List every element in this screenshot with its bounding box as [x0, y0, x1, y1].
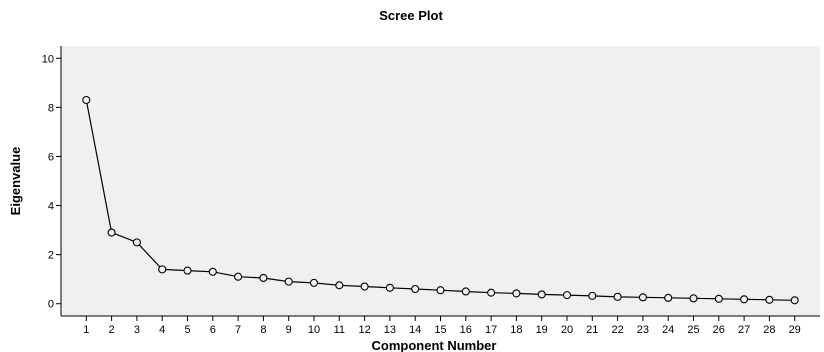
x-tick-label: 27	[738, 324, 750, 336]
y-tick-label: 10	[42, 53, 54, 65]
y-tick-label: 4	[48, 201, 54, 213]
x-tick-label: 14	[409, 324, 421, 336]
x-tick-label: 28	[763, 324, 775, 336]
data-point	[512, 289, 521, 298]
data-point	[436, 286, 445, 295]
y-axis: 0 2 4 6 8 10	[42, 46, 62, 316]
data-point	[360, 282, 369, 291]
data-point	[158, 265, 167, 274]
x-tick-label: 21	[586, 324, 598, 336]
data-point	[335, 281, 344, 290]
x-tick-label: 12	[358, 324, 370, 336]
x-tick-label: 19	[536, 324, 548, 336]
x-tick-label: 25	[687, 324, 699, 336]
chart-title: Scree Plot	[379, 8, 443, 23]
x-tick-label: 13	[384, 324, 396, 336]
x-tick-label: 6	[210, 324, 216, 336]
data-point	[765, 295, 774, 304]
data-point	[740, 295, 749, 304]
data-point	[411, 284, 420, 294]
x-axis-label: Component Number	[372, 338, 497, 352]
x-tick-label: 18	[510, 324, 522, 336]
x-tick-label: 15	[434, 324, 446, 336]
y-tick-label: 2	[48, 250, 54, 262]
x-tick-label: 11	[334, 324, 345, 336]
x-tick-label: 8	[260, 324, 266, 336]
data-point	[385, 283, 394, 292]
data-point	[664, 293, 673, 302]
data-point	[537, 290, 546, 299]
data-point	[613, 292, 622, 301]
x-tick-label: 22	[611, 324, 623, 336]
data-point	[309, 278, 319, 287]
data-point	[208, 267, 217, 276]
data-point	[259, 273, 268, 283]
y-axis-label: Eigenvalue	[8, 147, 23, 216]
x-axis: 1 2 3 4 5 6 7 8 9 10 11 12 13 14 15 16 17 18 19 20 21 22 23 24 2…	[61, 315, 820, 336]
data-point	[107, 228, 116, 237]
x-tick-label: 10	[308, 324, 320, 336]
data-point	[461, 287, 470, 296]
x-tick-label: 29	[789, 324, 801, 336]
data-point	[638, 293, 647, 302]
plot-area	[61, 46, 820, 316]
x-tick-label: 17	[485, 324, 497, 336]
x-tick-label: 3	[134, 324, 140, 336]
x-tick-label: 7	[235, 324, 241, 336]
data-point	[284, 277, 293, 286]
data-point	[588, 291, 597, 300]
data-point	[234, 272, 243, 281]
x-tick-label: 23	[637, 324, 649, 336]
x-tick-label: 24	[662, 324, 674, 336]
y-tick-label: 8	[48, 102, 54, 114]
x-tick-label: 16	[460, 324, 472, 336]
data-point	[714, 294, 723, 303]
data-point	[183, 266, 192, 275]
x-tick-label: 26	[713, 324, 725, 336]
data-point	[487, 288, 496, 297]
data-point	[689, 294, 698, 303]
x-tick-label: 1	[83, 324, 89, 336]
data-point	[82, 95, 91, 105]
data-point	[562, 291, 572, 300]
data-point	[790, 296, 799, 305]
data-series	[82, 95, 799, 305]
y-tick-label: 6	[48, 151, 54, 163]
x-tick-label: 9	[286, 324, 292, 336]
y-tick-label: 0	[48, 299, 54, 311]
x-tick-label: 20	[561, 324, 573, 336]
data-point	[132, 238, 141, 247]
x-tick-label: 4	[159, 324, 165, 336]
x-tick-label: 5	[184, 324, 190, 336]
x-tick-label: 2	[109, 324, 115, 336]
